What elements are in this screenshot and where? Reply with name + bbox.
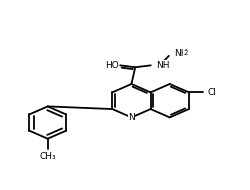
- Text: N: N: [128, 113, 134, 122]
- Text: 2: 2: [183, 51, 187, 56]
- Text: HO: HO: [105, 61, 118, 70]
- Text: Cl: Cl: [206, 88, 216, 97]
- Text: NH: NH: [173, 49, 187, 58]
- Text: NH: NH: [156, 61, 169, 70]
- Text: CH₃: CH₃: [39, 152, 56, 161]
